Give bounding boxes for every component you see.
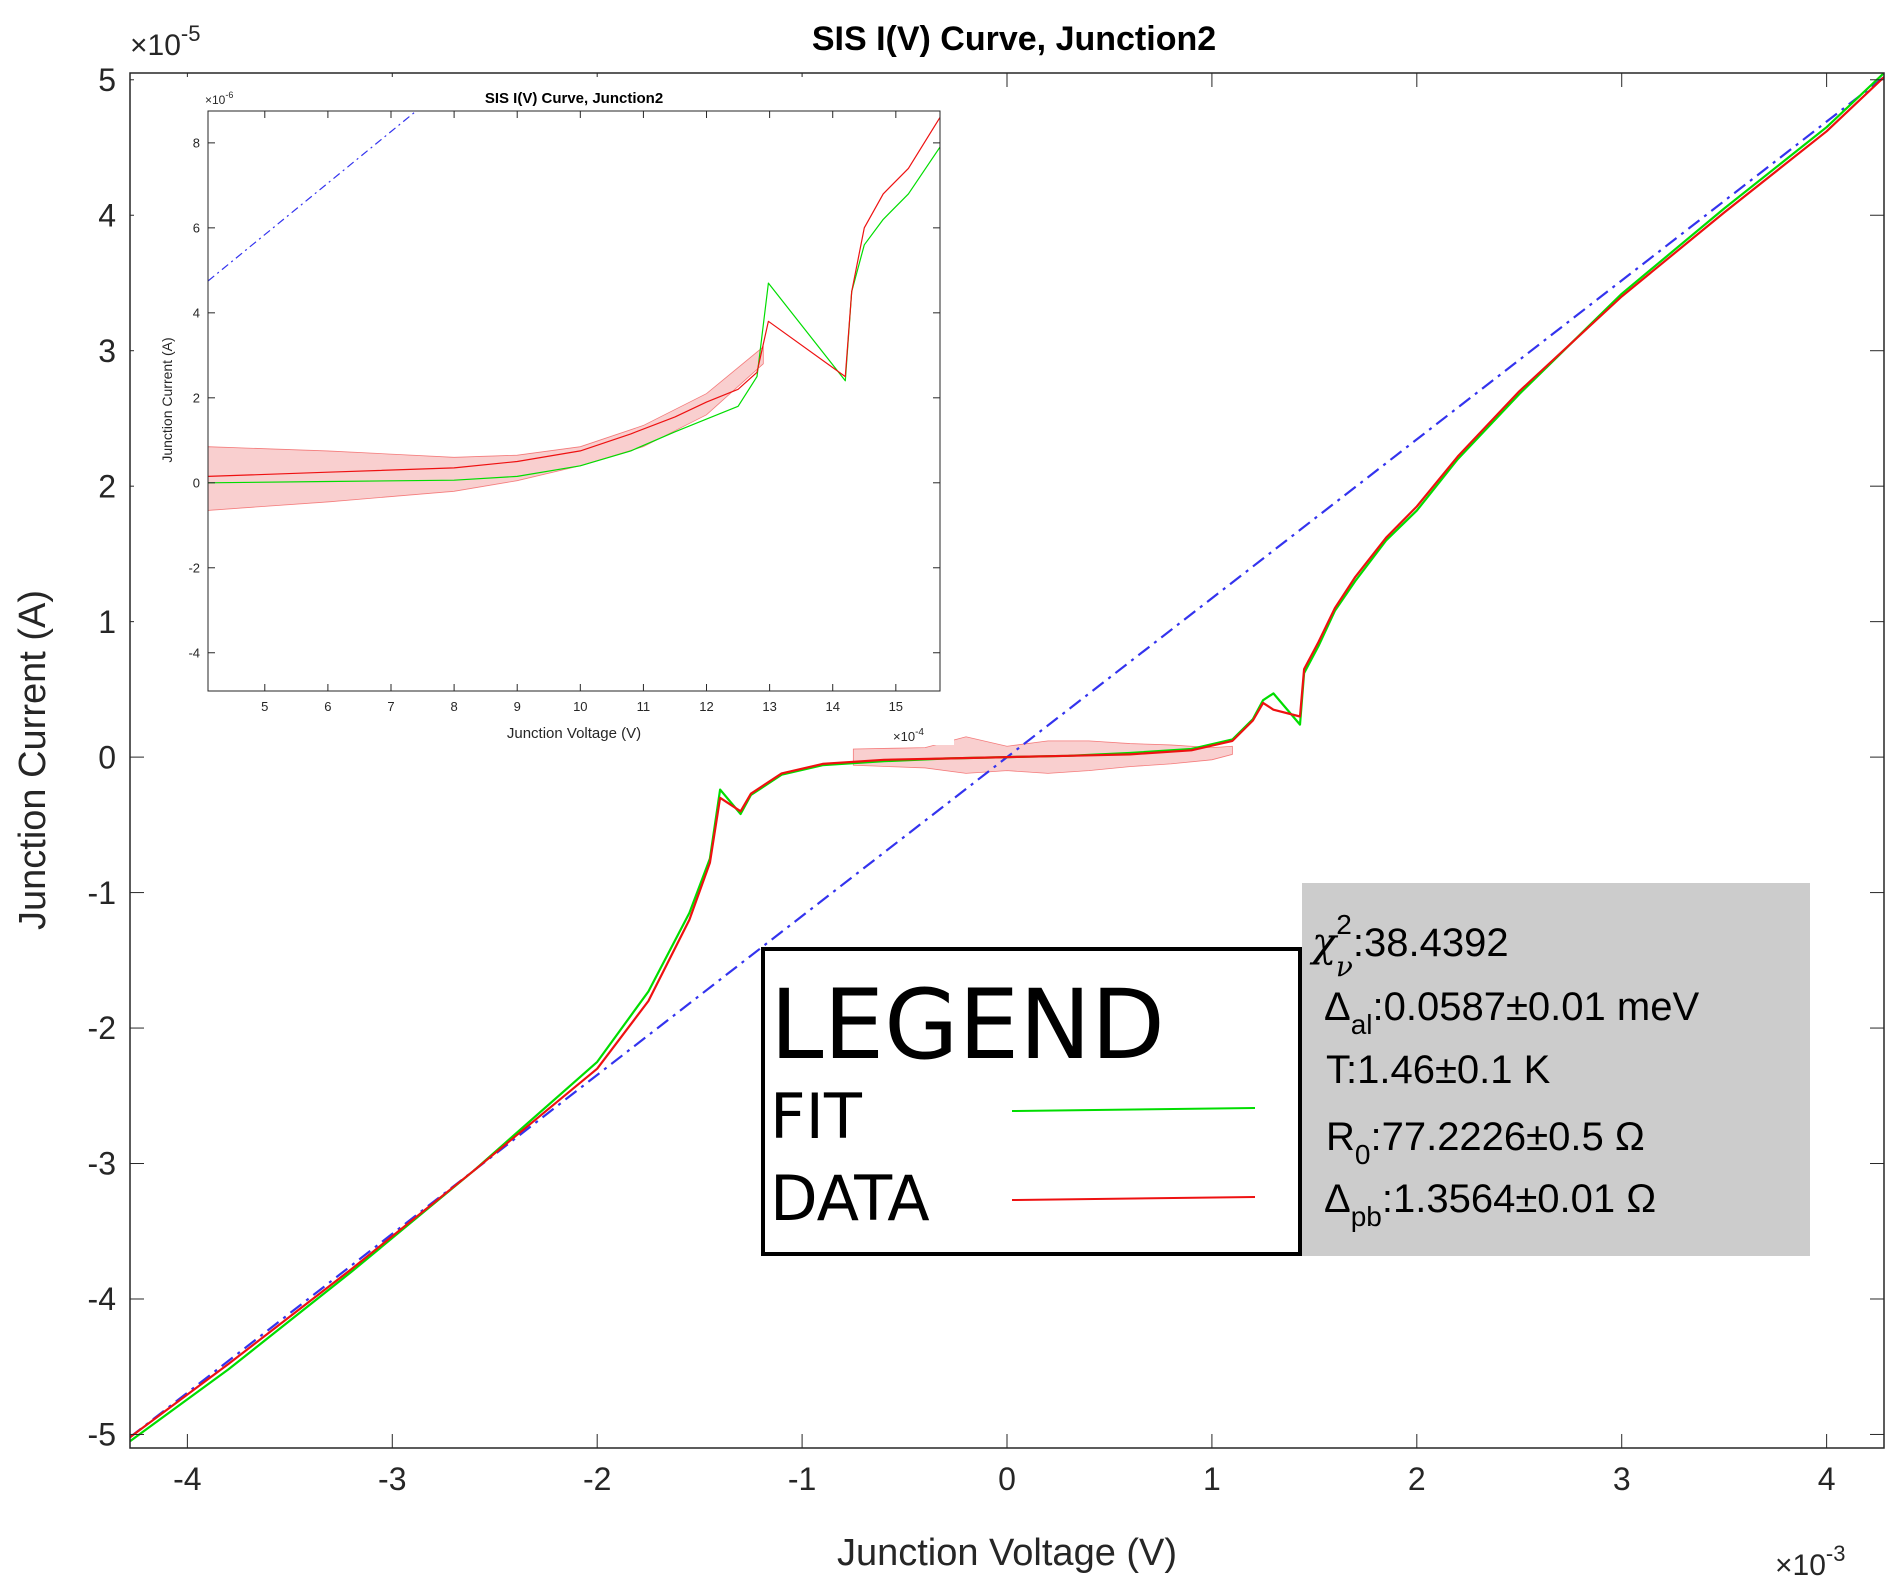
inset-series-normal-resistance-line (208, 111, 417, 282)
main-series-group (130, 73, 1884, 1443)
inset-chart-title: SIS I(V) Curve, Junction2 (485, 90, 663, 107)
main-y-tick-label: -2 (88, 1010, 116, 1046)
inset-ticks: 5 6 7 8 9 10 11 12 13 14 15 -4 -2 0 2 4 6 8 (188, 111, 940, 714)
main-x-tick-label: 0 (998, 1461, 1016, 1497)
inset-series-fit (208, 146, 940, 484)
main-plot-area (130, 73, 1884, 1443)
stat-delta-al: Δal:0.0587±0.01 meV (1324, 985, 1699, 1040)
inset-y-axis-label: Junction Current (A) (159, 337, 175, 462)
legend-heading: LEGEND (770, 969, 1165, 1081)
inset-x-tick-label: 5 (261, 699, 268, 714)
inset-y-tick-label: 2 (193, 390, 200, 405)
inset-x-exponent: ×10-4 (893, 727, 924, 744)
main-x-tick-label: 2 (1408, 1461, 1426, 1497)
main-x-tick-label: 3 (1613, 1461, 1631, 1497)
main-y-tick-label: -4 (88, 1281, 116, 1317)
main-y-tick-label: 2 (98, 468, 116, 504)
main-series-fit (130, 73, 1884, 1443)
main-x-tick-label: -1 (788, 1461, 816, 1497)
main-x-tick-label: -2 (583, 1461, 611, 1497)
main-series-data (130, 76, 1884, 1439)
inset-axes-box (207, 110, 941, 692)
inset-x-tick-label: 11 (637, 699, 651, 714)
inset-series-data (208, 117, 940, 477)
inset-x-tick-label: 9 (514, 699, 521, 714)
inset-y-tick-label: 8 (193, 135, 200, 150)
main-uncertainty-band (852, 736, 1233, 774)
stat-delta-pb: Δpb:1.3564±0.01 Ω (1324, 1177, 1656, 1232)
legend: LEGEND FIT DATA (761, 947, 1302, 1256)
stats-background (1302, 883, 1810, 1256)
main-y-tick-label: 3 (98, 333, 116, 369)
main-x-exponent: ×10-3 (1775, 1541, 1845, 1582)
legend-box (761, 947, 1302, 1256)
main-y-tick-label: 4 (98, 197, 116, 233)
main-x-tick-label: 1 (1203, 1461, 1221, 1497)
main-y-tick-label: -3 (88, 1146, 116, 1182)
stat-chi-squared: χ2 ν:38.4392 (1309, 909, 1509, 983)
main-y-tick-label: 0 (98, 739, 116, 775)
legend-label-data: DATA (770, 1162, 930, 1235)
main-y-tick-label: 5 (98, 62, 116, 98)
legend-line-fit (1011, 1107, 1256, 1112)
main-y-exponent: ×10-5 (130, 21, 200, 62)
inset-background (134, 77, 954, 745)
inset-plot-area (208, 111, 940, 511)
inset-x-tick-label: 7 (387, 699, 394, 714)
inset-x-tick-label: 15 (889, 699, 903, 714)
inset-series-group (208, 111, 940, 511)
inset-y-tick-label: -2 (188, 560, 200, 575)
main-x-axis-label: Junction Voltage (V) (837, 1532, 1177, 1574)
stat-r0: R0:77.2226±0.5 Ω (1326, 1115, 1645, 1170)
fit-stats-box: χ2 ν:38.4392 Δal:0.0587±0.01 meV T:1.46±0… (1302, 883, 1810, 1256)
legend-line-data (1011, 1196, 1256, 1201)
main-y-tick-label: -5 (88, 1417, 116, 1453)
main-x-tick-label: -4 (173, 1461, 201, 1497)
main-x-tick-label: -3 (378, 1461, 406, 1497)
main-x-tick-label: 4 (1818, 1461, 1836, 1497)
inset-x-tick-label: 14 (825, 699, 839, 714)
legend-label-fit: FIT (770, 1080, 863, 1153)
stat-temperature: T:1.46±0.1 K (1326, 1048, 1551, 1092)
main-plot: SIS I(V) Curve, Junction2 ×10-5 -4 -3 -2 -1… (12, 20, 1885, 1582)
inset-x-tick-label: 8 (450, 699, 457, 714)
inset-y-tick-label: -4 (188, 645, 200, 660)
inset-x-tick-label: 6 (324, 699, 331, 714)
main-y-axis-label: Junction Current (A) (12, 590, 54, 930)
inset-y-tick-label: 4 (193, 305, 200, 320)
main-chart-title: SIS I(V) Curve, Junction2 (812, 20, 1216, 58)
main-y-tick-label: -1 (88, 875, 116, 911)
main-y-tick-label: 1 (98, 604, 116, 640)
inset-x-tick-label: 12 (699, 699, 713, 714)
inset-x-tick-label: 13 (762, 699, 776, 714)
inset-x-tick-label: 10 (573, 699, 587, 714)
inset-y-exponent: ×10-6 (205, 90, 233, 107)
inset-y-tick-label: 6 (193, 220, 200, 235)
inset-y-tick-label: 0 (193, 475, 200, 490)
inset-x-axis-label: Junction Voltage (V) (507, 725, 641, 742)
inset-uncertainty-band (208, 345, 764, 511)
inset-plot: SIS I(V) Curve, Junction2 ×10-6 5 6 7 8 9 10 1… (134, 77, 954, 745)
